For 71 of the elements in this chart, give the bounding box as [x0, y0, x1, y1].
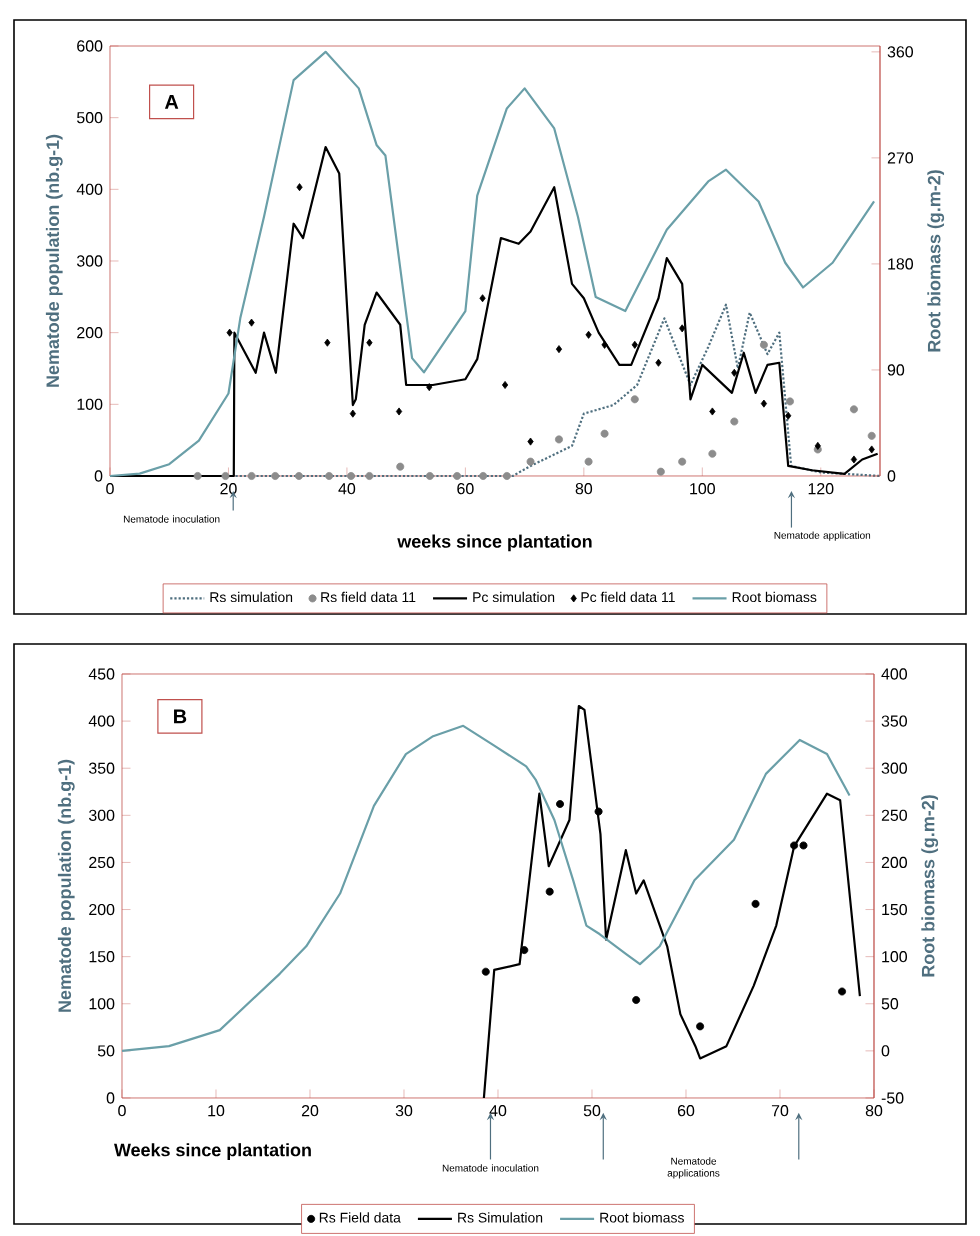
line-series [482, 704, 861, 1100]
point [751, 899, 760, 908]
point [481, 967, 490, 976]
point [325, 471, 334, 480]
point [678, 457, 687, 466]
line-series [108, 50, 876, 478]
point [555, 345, 563, 354]
point [366, 338, 373, 347]
point [838, 987, 847, 996]
point [365, 471, 374, 480]
point [630, 395, 639, 404]
point [585, 330, 592, 339]
point [479, 294, 486, 303]
point [501, 380, 509, 389]
y2-axis-title: Root biomass (g.m-2) [927, 170, 945, 352]
point [396, 462, 405, 471]
x-axis-title: Weeks since plantation [114, 1143, 311, 1160]
point [554, 435, 563, 444]
point [594, 807, 603, 816]
point [584, 457, 593, 466]
point [631, 340, 638, 349]
y2-axis-title: Root biomass (g.m-2) [921, 795, 939, 977]
point [425, 471, 434, 480]
point [395, 407, 403, 416]
point [324, 338, 331, 347]
point [730, 417, 739, 426]
point [349, 409, 356, 418]
point [850, 455, 858, 464]
point [600, 429, 609, 438]
point [248, 318, 255, 327]
point [799, 841, 808, 850]
x-axis-title: weeks since plantation [397, 534, 592, 552]
point [785, 397, 794, 406]
point [347, 471, 356, 480]
annotation: A [164, 95, 179, 109]
point [545, 887, 554, 896]
point [632, 996, 641, 1004]
point [731, 368, 738, 377]
point [271, 471, 280, 480]
point [868, 445, 875, 454]
point [226, 328, 233, 337]
point [760, 399, 767, 408]
line-series [120, 724, 851, 1052]
point [296, 183, 303, 192]
point [247, 471, 256, 480]
point [294, 471, 303, 480]
point [655, 358, 662, 367]
y-axis-title: Nematode population (nb.g-1) [45, 134, 63, 387]
point [556, 800, 565, 808]
point [759, 340, 768, 349]
point [785, 411, 792, 420]
annotation: B [174, 709, 187, 724]
point [502, 471, 511, 480]
point [601, 340, 608, 349]
point [790, 841, 799, 850]
point [453, 471, 462, 480]
point [656, 467, 665, 476]
point [708, 449, 717, 458]
point [849, 405, 858, 414]
point [527, 437, 534, 446]
point [526, 457, 535, 466]
point [479, 471, 488, 480]
point [709, 407, 716, 416]
y-axis-title: Nematode population (nb.g-1) [57, 759, 75, 1012]
point [193, 471, 202, 480]
point [696, 1022, 705, 1031]
point [426, 383, 433, 392]
point [867, 431, 876, 440]
point [679, 324, 686, 333]
point [520, 946, 529, 955]
point [221, 471, 230, 480]
